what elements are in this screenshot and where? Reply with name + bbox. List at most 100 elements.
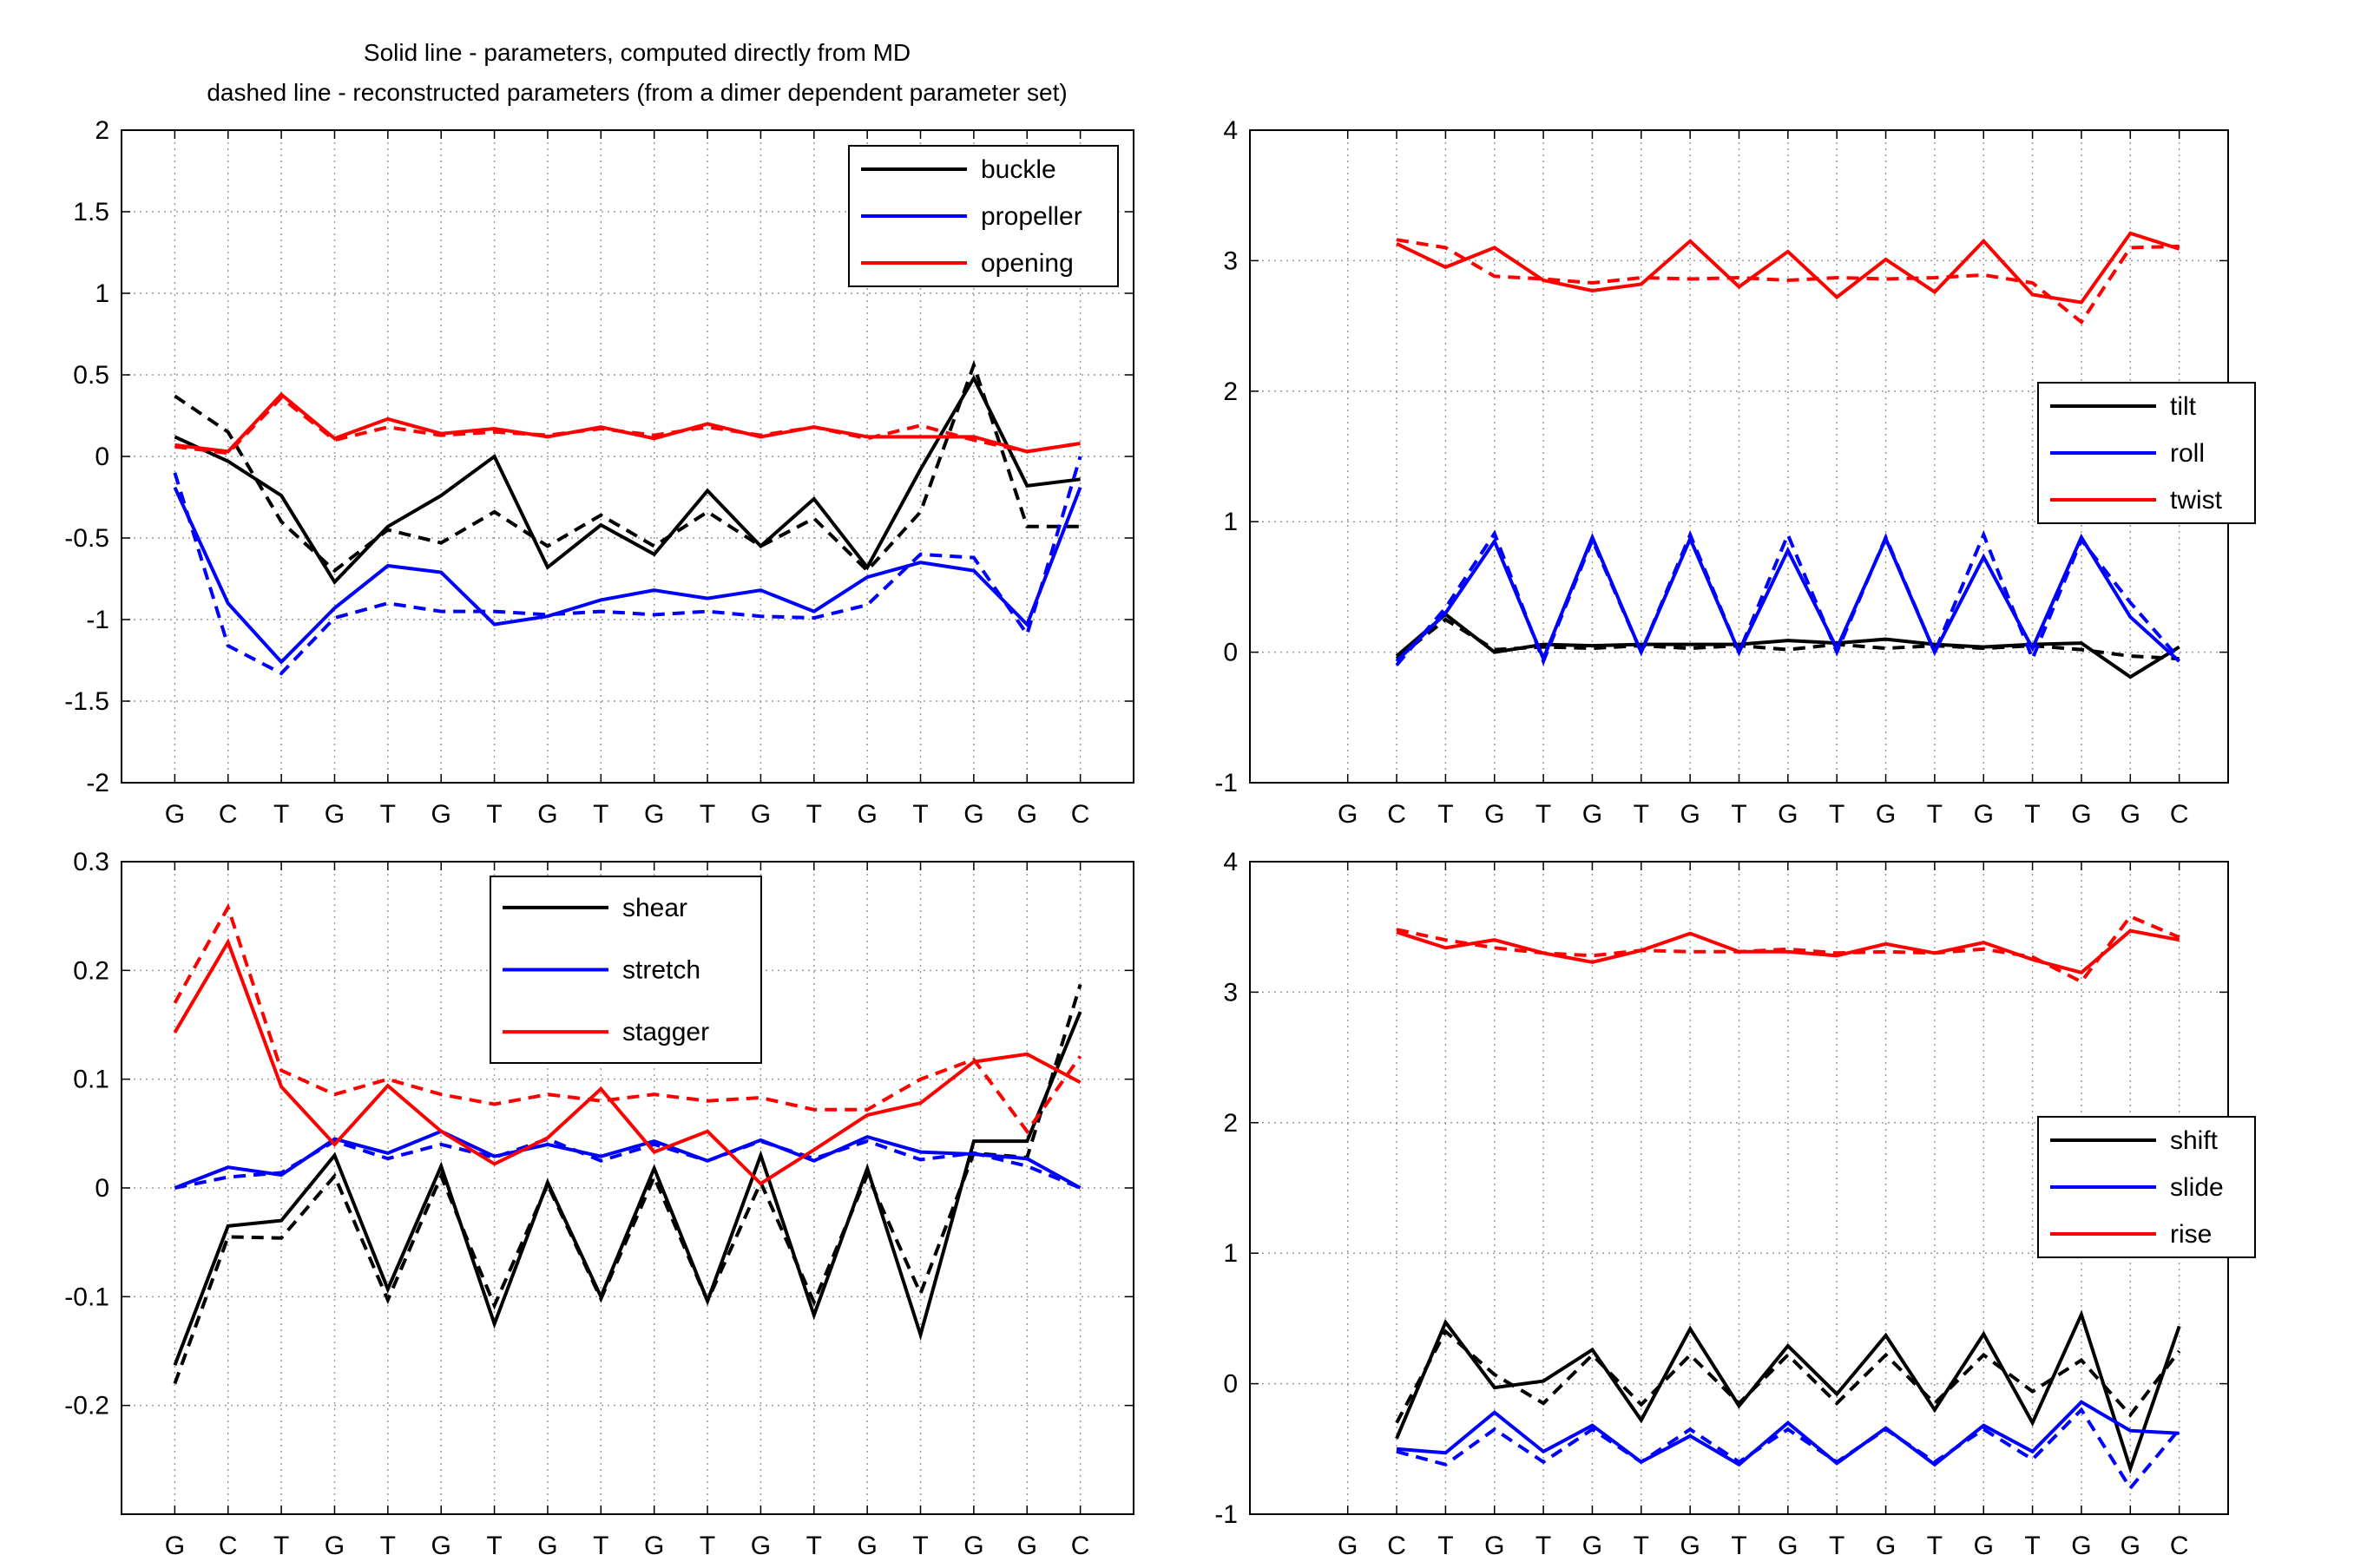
step-angles-x-tick-label: G	[1582, 800, 1602, 829]
base-pair-angles-x-tick-label: T	[806, 800, 822, 829]
base-pair-angles-x-tick-label: G	[644, 800, 664, 829]
step-translations-series-slide-dashed	[1396, 1407, 2181, 1492]
base-pair-angles-y-tick-label: 0	[95, 443, 109, 471]
step-angles-x-tick-label: T	[1437, 800, 1453, 829]
step-angles-series-twist-dashed	[1396, 238, 2180, 325]
base-pair-angles-x-tick-label: T	[593, 800, 608, 829]
base-pair-angles-axes-frame	[121, 129, 1134, 784]
figure-title-line-2: dashed line - reconstructed parameters (…	[207, 79, 1067, 106]
step-angles-x-tick-label: T	[1829, 800, 1844, 829]
step-angles-x-tick-label: G	[1778, 800, 1798, 829]
base-pair-angles-x-tick-label: G	[431, 800, 451, 829]
step-angles-x-tick-label: G	[1974, 800, 1994, 829]
step-angles-y-tick-label: 0	[1223, 639, 1238, 667]
base-pair-translations-y-tick-label: 0	[95, 1174, 109, 1203]
base-pair-translations-x-tick-label: G	[644, 1532, 664, 1560]
step-angles-x-tick-label: G	[2071, 800, 2091, 829]
step-translations-x-tick-label: T	[1437, 1532, 1453, 1560]
base-pair-translations-x-tick-label: G	[537, 1532, 557, 1560]
step-angles-x-tick-label: T	[1535, 800, 1551, 829]
base-pair-angles-legend: buckle propeller opening	[848, 145, 1119, 287]
base-pair-angles-x-tick-label: T	[380, 800, 396, 829]
charts-container: G C T G T G T G T G T G T G T G G C -2 -1.5 -1 -0.5 0 0.5 1 1.5 2 b…	[64, 116, 2256, 1560]
step-angles-series-roll-dashed	[1395, 529, 2181, 666]
step-translations-x-tick-label: T	[1829, 1532, 1844, 1560]
step-translations-panel: G C T G T G T G T G T G T G T G G C -1 0 1 2 3 4 shift slide rise	[1214, 848, 2256, 1560]
step-angles-y-tick-label: 2	[1223, 377, 1238, 406]
base-pair-translations-y-tick-label: 0.3	[73, 848, 109, 876]
step-translations-x-tick-label: T	[1535, 1532, 1551, 1560]
step-translations-x-tick-label: C	[2170, 1532, 2189, 1560]
base-pair-translations-y-tick-label: -0.2	[64, 1392, 109, 1420]
base-pair-angles-panel: G C T G T G T G T G T G T G T G G C -2 -1.5 -1 -0.5 0 0.5 1 1.5 2 b…	[64, 116, 1134, 829]
step-translations-y-tick-label: 1	[1223, 1239, 1238, 1268]
base-pair-translations-axes-frame	[121, 861, 1134, 1515]
step-angles-x-tick-label: T	[1731, 800, 1746, 829]
base-pair-translations-x-tick-label: G	[431, 1532, 451, 1560]
step-translations-y-tick-label: 4	[1223, 848, 1238, 876]
step-angles-legend-label-twist: twist	[2170, 486, 2223, 515]
step-angles-y-tick-label: 3	[1223, 246, 1238, 275]
step-translations-series-rise-solid	[1396, 928, 2180, 975]
step-translations-y-tick-label: 3	[1223, 978, 1238, 1007]
base-pair-angles-y-tick-label: -1.5	[64, 687, 109, 716]
base-pair-angles-series-opening-dashed	[174, 395, 1081, 456]
step-translations-x-tick-label: T	[1927, 1532, 1943, 1560]
base-pair-angles-x-tick-label: G	[857, 800, 877, 829]
base-pair-angles-x-tick-label: C	[219, 800, 238, 829]
base-pair-translations-x-tick-label: G	[1017, 1532, 1037, 1560]
base-pair-angles-series-propeller-solid	[173, 486, 1082, 665]
base-pair-angles-y-tick-label: 1	[95, 279, 109, 308]
base-pair-angles-legend-label-buckle: buckle	[981, 155, 1056, 184]
step-angles-y-tick-label: 4	[1223, 116, 1238, 145]
base-pair-angles-x-tick-label: G	[165, 800, 185, 829]
step-translations-x-tick-label: G	[1974, 1532, 1994, 1560]
base-pair-translations-y-tick-label: 0.1	[73, 1066, 109, 1094]
step-angles-legend: tilt roll twist	[2037, 382, 2256, 524]
step-translations-x-tick-label: T	[1731, 1532, 1746, 1560]
base-pair-translations-x-tick-label: C	[219, 1532, 238, 1560]
base-pair-translations-legend-label-stretch: stretch	[622, 956, 700, 985]
base-pair-angles-y-tick-label: 2	[95, 116, 109, 145]
step-translations-x-tick-label: G	[1338, 1532, 1358, 1560]
base-pair-translations-legend: shear stretch stagger	[490, 876, 762, 1064]
base-pair-translations-x-tick-label: T	[700, 1532, 715, 1560]
base-pair-angles-y-tick-label: -0.5	[64, 524, 109, 553]
step-angles-x-tick-label: G	[1338, 800, 1358, 829]
step-angles-x-tick-label: G	[1484, 800, 1504, 829]
base-pair-translations-x-tick-label: G	[963, 1532, 983, 1560]
step-translations-x-tick-label: G	[1582, 1532, 1602, 1560]
base-pair-translations-x-tick-label: T	[806, 1532, 822, 1560]
step-translations-legend-label-rise: rise	[2170, 1220, 2212, 1249]
step-translations-series-shift-dashed	[1395, 1329, 2181, 1424]
step-translations-legend: shift slide rise	[2037, 1116, 2256, 1258]
step-translations-x-tick-label: G	[2071, 1532, 2091, 1560]
base-pair-angles-legend-label-propeller: propeller	[981, 202, 1082, 231]
base-pair-translations-x-tick-label: C	[1071, 1532, 1090, 1560]
step-angles-legend-label-roll: roll	[2170, 439, 2205, 468]
step-angles-x-tick-label: G	[1876, 800, 1896, 829]
step-translations-x-tick-label: G	[1680, 1532, 1700, 1560]
base-pair-angles-series-buckle-dashed	[174, 359, 1081, 574]
step-translations-series-slide-solid	[1396, 1400, 2180, 1467]
base-pair-translations-x-tick-label: T	[912, 1532, 928, 1560]
figure-title-line-1: Solid line - parameters, computed direct…	[364, 39, 911, 66]
step-angles-y-tick-label: -1	[1214, 769, 1238, 797]
step-translations-x-tick-label: T	[2024, 1532, 2040, 1560]
base-pair-translations-x-tick-label: T	[593, 1532, 608, 1560]
step-translations-x-tick-label: G	[1778, 1532, 1798, 1560]
step-angles-x-tick-label: T	[2024, 800, 2040, 829]
base-pair-angles-y-tick-label: -2	[86, 769, 109, 797]
base-pair-angles-x-tick-label: G	[537, 800, 557, 829]
step-translations-series-shift-solid	[1395, 1309, 2181, 1474]
step-angles-x-tick-label: G	[2121, 800, 2140, 829]
step-translations-x-tick-label: G	[2121, 1532, 2140, 1560]
base-pair-translations-x-tick-label: G	[325, 1532, 345, 1560]
base-pair-translations-legend-label-stagger: stagger	[622, 1018, 709, 1046]
base-pair-translations-y-tick-label: -0.1	[64, 1283, 109, 1311]
base-pair-angles-series-buckle-solid	[174, 374, 1081, 586]
step-angles-x-tick-label: G	[1680, 800, 1700, 829]
base-pair-angles-x-tick-label: G	[325, 800, 345, 829]
